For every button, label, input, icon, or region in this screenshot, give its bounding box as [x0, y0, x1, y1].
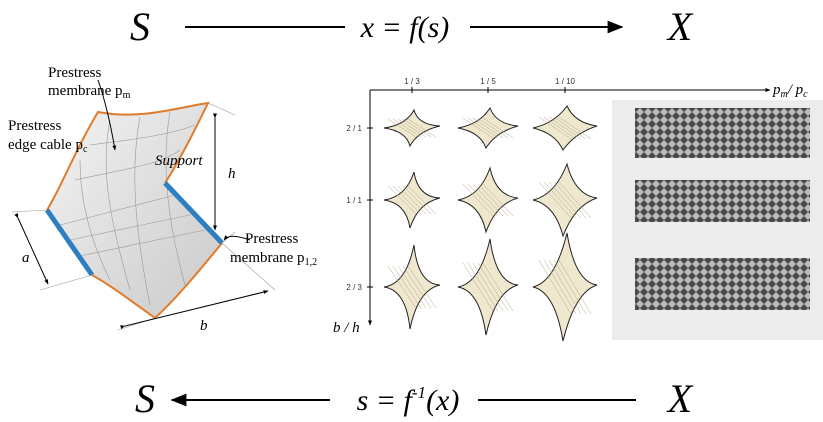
label-line: Prestress [48, 65, 101, 81]
x-tick-label: 1 / 10 [555, 77, 576, 86]
label: Prestress membrane pm [48, 65, 131, 101]
x-axis-label: pm/ pc [772, 82, 808, 100]
dim-label: b [200, 318, 208, 334]
dim-label: a [22, 250, 30, 266]
support-label: Support [155, 153, 203, 169]
dim-label: h [228, 166, 236, 182]
label-line: membrane p [230, 250, 305, 266]
label: Prestress edge cable pc [8, 118, 88, 155]
variation-grid: pm/ pc b / h 1 / 3 1 / 5 1 / 10 2 / 1 1 / 1 2… [333, 77, 823, 341]
building [635, 258, 810, 310]
y-axis-label: b / h [333, 320, 360, 336]
set-s: S [135, 376, 155, 421]
set-x: X [666, 4, 694, 49]
y-tick-label: 2 / 3 [346, 283, 362, 292]
building [635, 108, 810, 158]
buildings [612, 100, 823, 340]
formula-part: (x) [426, 384, 459, 417]
label-sub: m [123, 90, 131, 101]
y-tick-label: 2 / 1 [346, 124, 362, 133]
x-tick-label: 1 / 3 [404, 77, 420, 86]
set-x: X [666, 376, 694, 421]
figure: S x = f(s) X S s = f-1(x) X Prestress mem… [0, 0, 823, 422]
building [635, 180, 810, 222]
label: Prestress membrane p1,2 [230, 231, 317, 268]
forward-formula: x = f(s) [360, 11, 450, 44]
label-line: edge cable p [8, 137, 83, 153]
label-sub: c [83, 144, 88, 155]
label-line: Prestress [8, 118, 61, 134]
y-tick-label: 1 / 1 [346, 196, 362, 205]
membrane [47, 103, 222, 318]
formula-sup: -1 [412, 383, 426, 402]
label-line: Prestress [245, 231, 298, 247]
formula-part: s = f [357, 384, 416, 417]
axis-label-sub: c [803, 89, 808, 100]
set-s: S [130, 4, 150, 49]
label-line: membrane p [48, 83, 123, 99]
x-tick-label: 1 / 5 [480, 77, 496, 86]
axis-label-part: / p [787, 82, 804, 98]
inverse-formula: s = f-1(x) [357, 383, 460, 417]
axis-label-sub: m [781, 89, 788, 100]
label-sub: 1,2 [305, 257, 318, 268]
